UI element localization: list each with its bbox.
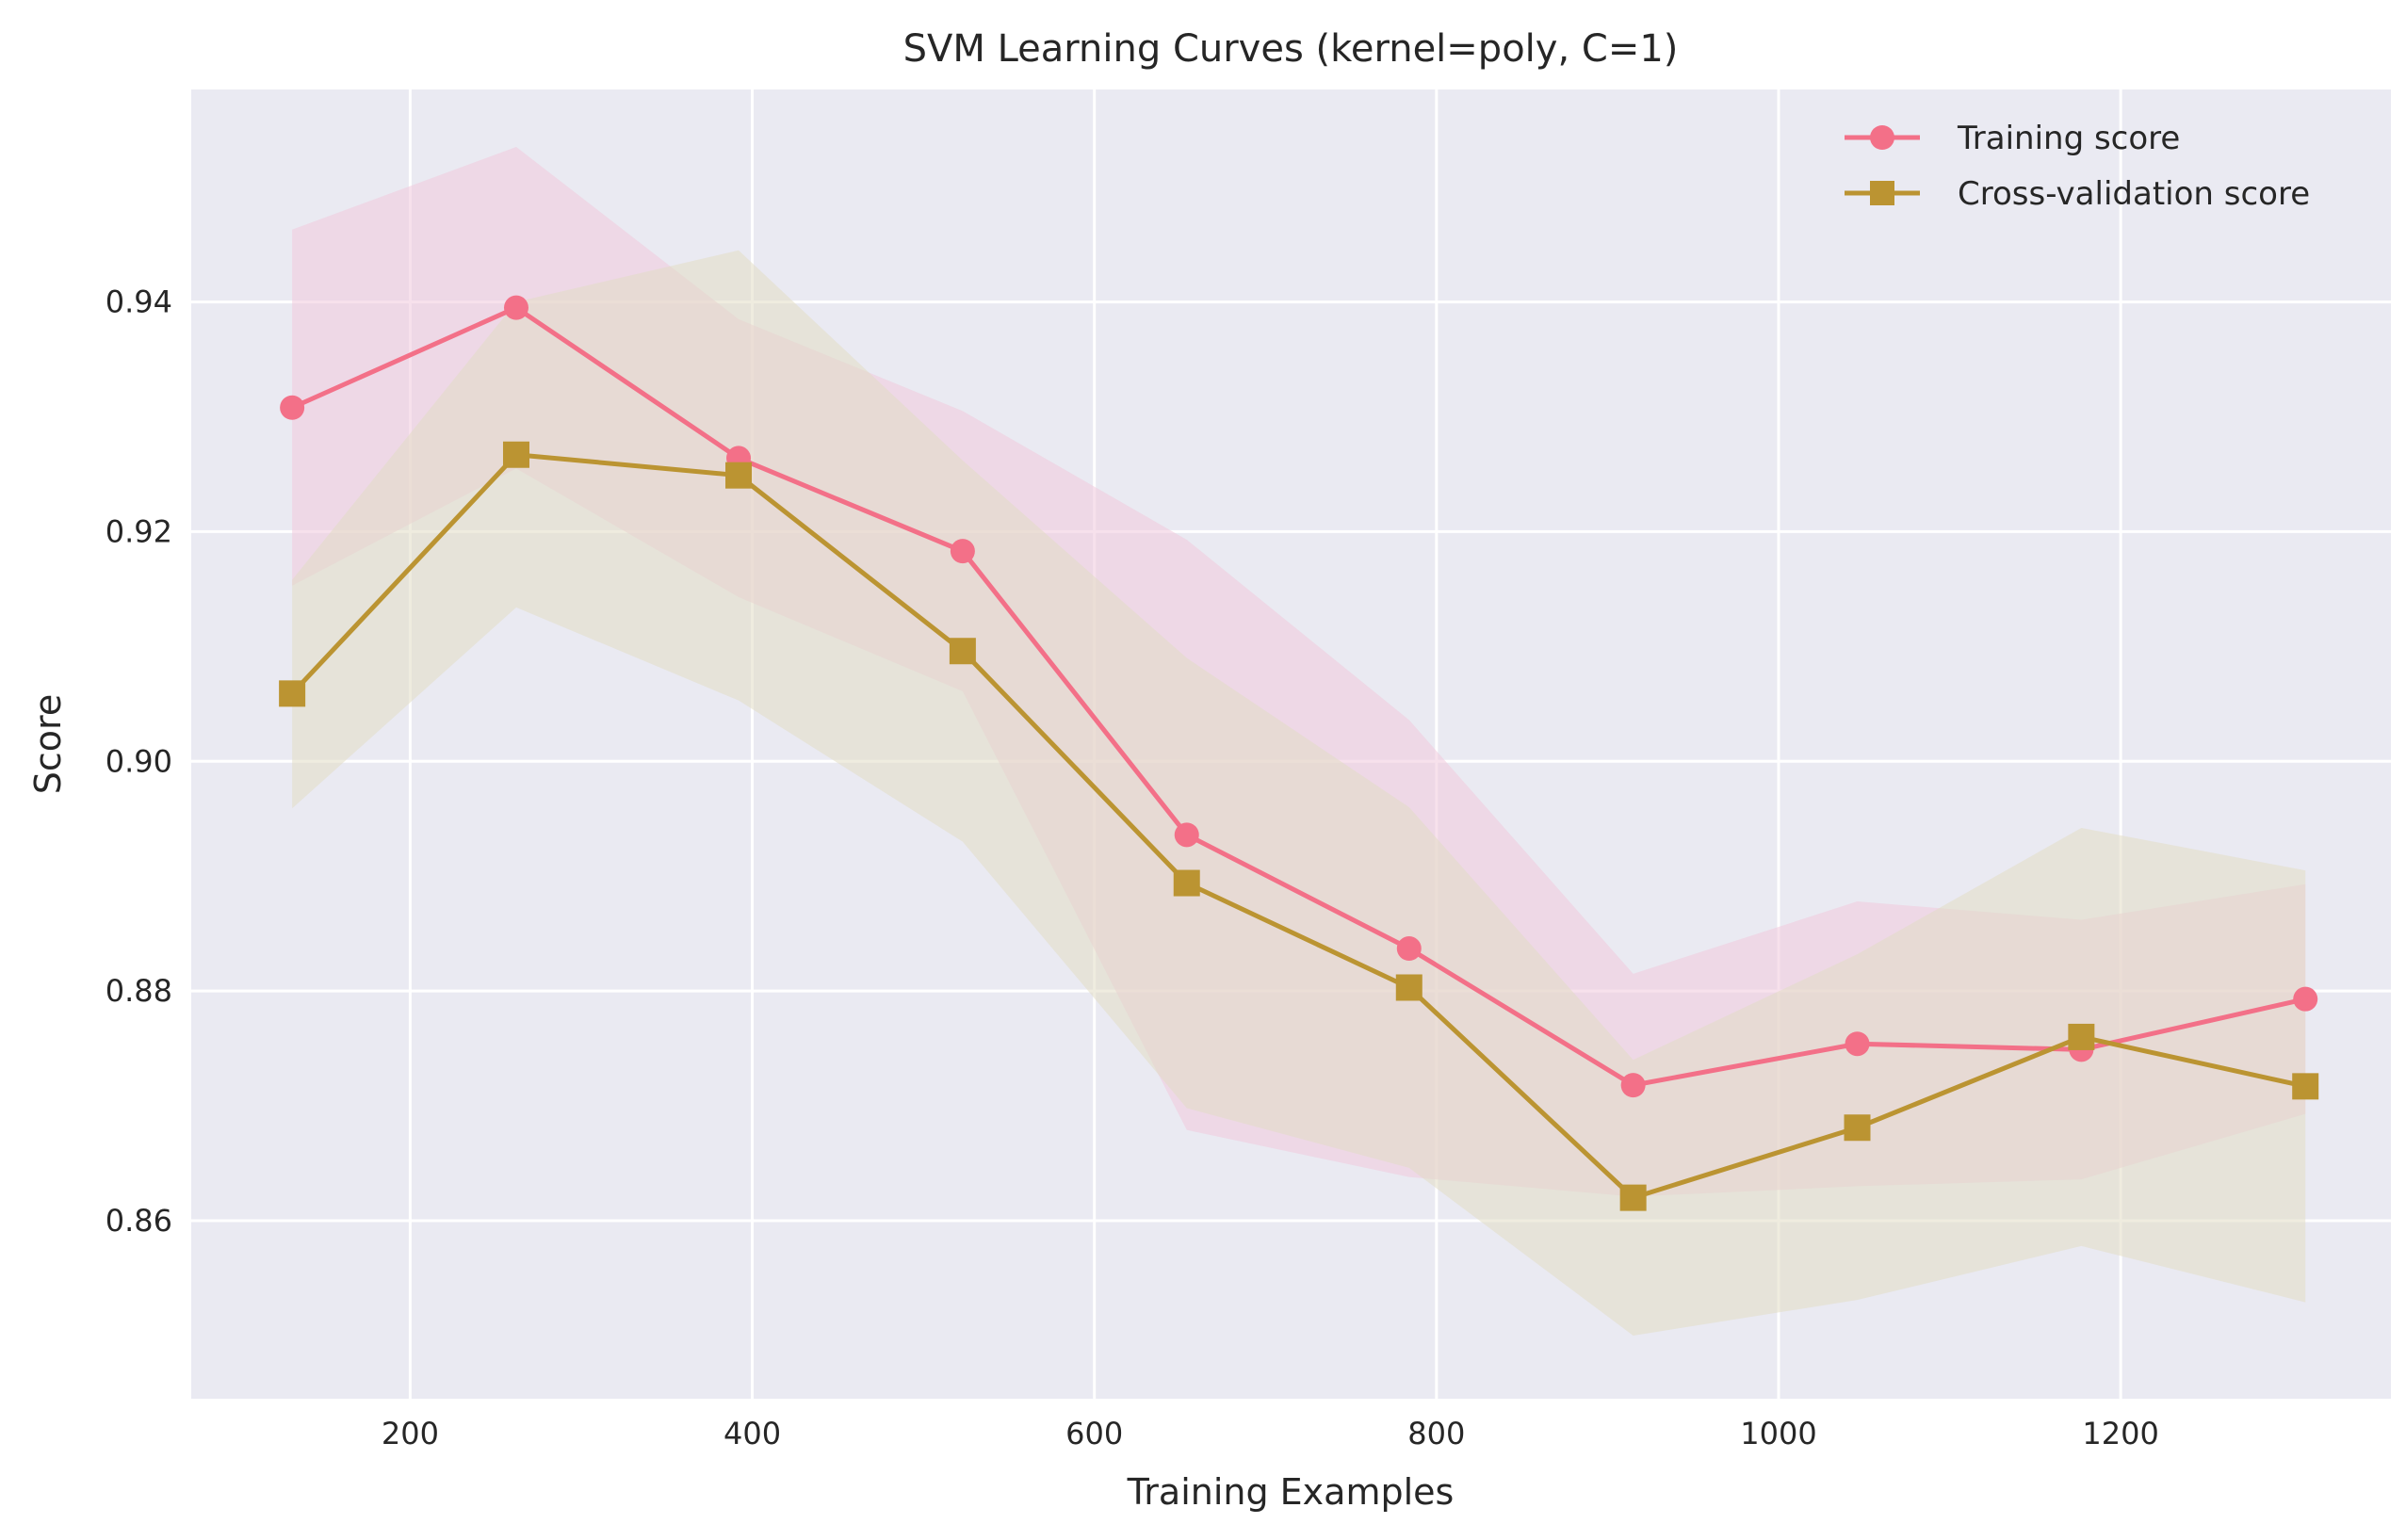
cross-validation-score-point — [2292, 1073, 2319, 1100]
chart-title: SVM Learning Curves (kernel=poly, C=1) — [903, 27, 1679, 71]
cross-validation-score-point — [1395, 974, 1422, 1001]
legend-cv-label: Cross-validation score — [1958, 175, 2310, 213]
training-score-point — [950, 539, 975, 564]
y-tick-label: 0.86 — [106, 1203, 172, 1239]
x-tick-label: 800 — [1407, 1416, 1465, 1451]
cross-validation-score-point — [1619, 1184, 1647, 1211]
legend-training-label: Training score — [1957, 120, 2180, 157]
cross-validation-score-point — [2068, 1023, 2095, 1050]
training-score-point — [280, 395, 305, 420]
training-score-point — [2293, 986, 2318, 1012]
x-tick-label: 400 — [723, 1416, 781, 1451]
x-tick-label: 600 — [1065, 1416, 1123, 1451]
cross-validation-score-point — [725, 462, 753, 489]
training-score-point — [1174, 822, 1199, 848]
cross-validation-score-point — [949, 638, 976, 665]
cross-validation-score-point — [279, 680, 306, 707]
x-tick-labels: 200 400 600 800 1000 1200 — [382, 1416, 2159, 1451]
legend-training-marker — [1870, 125, 1894, 150]
y-tick-label: 0.94 — [106, 284, 172, 320]
y-tick-label: 0.88 — [106, 973, 172, 1009]
training-score-line — [291, 305, 2306, 1088]
y-tick-label: 0.92 — [106, 513, 172, 549]
series-markers — [279, 295, 2319, 1211]
training-score-point — [1845, 1031, 1870, 1057]
x-tick-label: 200 — [382, 1416, 439, 1451]
cross-validation-score-point — [502, 441, 529, 468]
x-axis-label: Training Examples — [1127, 1471, 1455, 1513]
x-tick-label: 1000 — [1740, 1416, 1816, 1451]
cross-validation-score-line — [290, 452, 2306, 1201]
training-score-point — [503, 295, 528, 320]
legend: Training score Cross-validation score — [1845, 120, 2310, 213]
cross-validation-score-point — [1844, 1114, 1871, 1142]
training-score-point — [1620, 1073, 1646, 1098]
legend-cv-marker — [1870, 181, 1894, 205]
x-tick-label: 1200 — [2082, 1416, 2158, 1451]
y-tick-label: 0.90 — [106, 743, 172, 779]
cross-validation-score-point — [1173, 869, 1200, 897]
y-tick-labels: 0.86 0.88 0.90 0.92 0.94 — [106, 284, 172, 1239]
series-lines — [290, 305, 2306, 1201]
training-score-point — [1396, 936, 1422, 962]
y-axis-label: Score — [27, 694, 69, 794]
